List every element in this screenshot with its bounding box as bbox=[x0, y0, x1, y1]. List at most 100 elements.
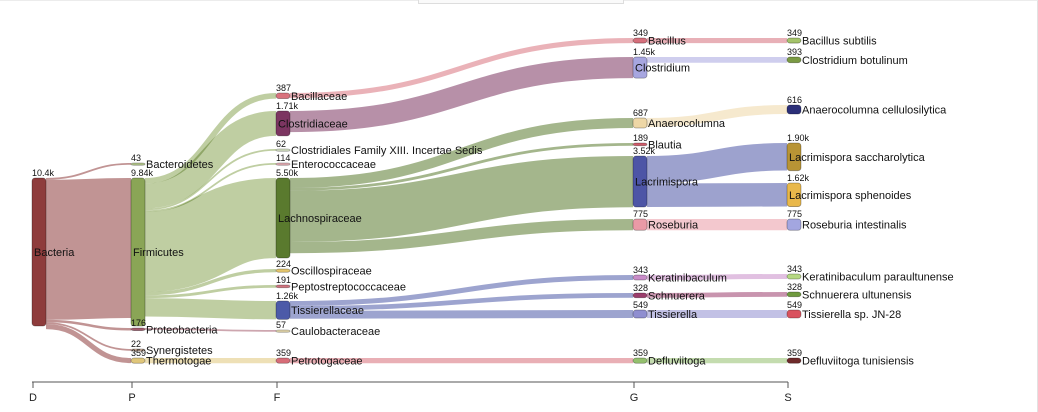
node-label-caulobacteraceae: Caulobacteraceae bbox=[291, 326, 380, 338]
link-bacteria-to-synergistetes[interactable] bbox=[45, 322, 132, 351]
node-value-clostridium-botulinum: 393 bbox=[787, 47, 802, 57]
link-clostridiaceae-to-clostridium[interactable] bbox=[289, 57, 634, 133]
node-label-blautia: Blautia bbox=[648, 139, 683, 151]
node-defluviitoga-tunisiensis[interactable] bbox=[786, 357, 802, 364]
link-firmicutes-to-enterococcaceae[interactable] bbox=[144, 163, 277, 213]
node-lacrimispora-saccharolytica[interactable] bbox=[786, 142, 802, 172]
node-petrotogaceae[interactable] bbox=[275, 357, 291, 364]
node-label-thermotogae: Thermotogae bbox=[146, 356, 211, 368]
node-lachnospiraceae[interactable] bbox=[275, 177, 291, 259]
link-proteobacteria-to-caulobacteraceae[interactable] bbox=[144, 328, 277, 332]
link-tissierellaceae-to-keratinibaculum[interactable] bbox=[289, 274, 634, 306]
link-schnuerera-to-schnuerera-ultunensis[interactable] bbox=[646, 292, 788, 298]
link-firmicutes-to-tissierellaceae[interactable] bbox=[144, 298, 277, 320]
node-enterococcaceae[interactable] bbox=[275, 162, 291, 166]
node-lacrimispora[interactable] bbox=[632, 155, 648, 208]
node-tissierellaceae[interactable] bbox=[275, 300, 291, 320]
node-label-lacrimispora: Lacrimispora bbox=[635, 177, 699, 189]
link-firmicutes-to-clostridialesxiii[interactable] bbox=[144, 149, 277, 211]
node-value-tissierella: 549 bbox=[633, 300, 648, 310]
node-tissierella[interactable] bbox=[632, 309, 648, 319]
node-label-clostridialesxiii: Clostridiales Family XIII. Incertae Sedi… bbox=[291, 145, 483, 157]
node-keratinibaculum[interactable] bbox=[632, 274, 648, 281]
link-lachnospiraceae-to-blautia[interactable] bbox=[289, 143, 634, 191]
link-firmicutes-to-oscillospiraceae[interactable] bbox=[144, 269, 277, 296]
node-value-lacrimispora: 3.52k bbox=[633, 146, 656, 156]
node-label-defluviitoga-tunisiensis: Defluviitoga tunisiensis bbox=[802, 356, 914, 368]
node-schnuerera-ultunensis[interactable] bbox=[786, 291, 802, 298]
link-lachnospiraceae-to-anaerocolumna[interactable] bbox=[289, 117, 634, 188]
link-firmicutes-to-peptostreptococcaceae[interactable] bbox=[144, 284, 277, 299]
link-firmicutes-to-clostridiaceae[interactable] bbox=[144, 111, 277, 209]
link-bacteria-to-proteobacteria[interactable] bbox=[45, 319, 132, 331]
node-clostridiaceae[interactable] bbox=[275, 110, 291, 137]
node-lacrimispora-sphenoides[interactable] bbox=[786, 182, 802, 207]
rank-label-p: P bbox=[128, 392, 135, 404]
rank-label-g: G bbox=[630, 392, 639, 404]
node-label-petrotogaceae: Petrotogaceae bbox=[291, 356, 363, 368]
node-bacillus[interactable] bbox=[632, 37, 648, 44]
node-label-bacteroidetes: Bacteroidetes bbox=[146, 159, 214, 171]
node-label-keratinibaculum-paraultunense: Keratinibaculum paraultunense bbox=[802, 271, 954, 283]
node-label-anaerocolumna: Anaerocolumna bbox=[648, 118, 726, 130]
node-bacteroidetes[interactable] bbox=[130, 162, 146, 166]
node-value-synergistetes: 22 bbox=[131, 339, 141, 349]
link-lacrimispora-to-lacrimispora-saccharolytica[interactable] bbox=[646, 142, 788, 184]
node-value-caulobacteraceae: 57 bbox=[276, 320, 286, 330]
node-value-schnuerera: 328 bbox=[633, 283, 648, 293]
node-schnuerera[interactable] bbox=[632, 292, 648, 299]
node-thermotogae[interactable] bbox=[130, 357, 146, 364]
node-value-thermotogae: 359 bbox=[131, 348, 146, 358]
node-roseburia[interactable] bbox=[632, 218, 648, 231]
node-anaerocolumna[interactable] bbox=[632, 117, 648, 129]
node-value-anaerocolumna: 687 bbox=[633, 108, 648, 118]
link-firmicutes-to-bacillaceae[interactable] bbox=[144, 93, 277, 184]
link-bacteria-to-bacteroidetes[interactable] bbox=[45, 163, 132, 180]
node-value-bacillus: 349 bbox=[633, 28, 648, 38]
node-caulobacteraceae[interactable] bbox=[275, 329, 291, 333]
node-value-enterococcaceae: 114 bbox=[276, 153, 290, 163]
node-label-bacillaceae: Bacillaceae bbox=[291, 91, 347, 103]
link-bacteria-to-thermotogae[interactable] bbox=[45, 324, 132, 364]
node-bacteria[interactable] bbox=[31, 177, 47, 327]
node-defluviitoga[interactable] bbox=[632, 357, 648, 364]
node-bacillaceae[interactable] bbox=[275, 92, 291, 100]
node-value-proteobacteria: 176 bbox=[131, 318, 146, 328]
node-bacillus-subtilis[interactable] bbox=[786, 37, 802, 44]
node-firmicutes[interactable] bbox=[130, 177, 146, 327]
panel-resize-handle[interactable] bbox=[418, 0, 624, 4]
node-label-firmicutes: Firmicutes bbox=[133, 247, 184, 259]
node-roseburia-intestinalis[interactable] bbox=[786, 218, 802, 231]
node-anaerocolumna-cellulosilytica[interactable] bbox=[786, 104, 802, 115]
node-label-enterococcaceae: Enterococcaceae bbox=[291, 159, 376, 171]
node-proteobacteria[interactable] bbox=[130, 327, 146, 331]
node-oscillospiraceae[interactable] bbox=[275, 268, 291, 273]
node-synergistetes[interactable] bbox=[130, 348, 146, 352]
link-bacillaceae-to-bacillus[interactable] bbox=[289, 37, 634, 99]
node-blautia[interactable] bbox=[632, 142, 648, 147]
node-clostridium-botulinum[interactable] bbox=[786, 56, 802, 64]
node-tissierella-sp-jn-28[interactable] bbox=[786, 309, 802, 319]
link-firmicutes-to-lachnospiraceae[interactable] bbox=[143, 178, 278, 293]
link-lachnospiraceae-to-lacrimispora[interactable] bbox=[289, 156, 634, 242]
node-label-tissierellaceae: Tissierellaceae bbox=[291, 305, 364, 317]
link-lacrimispora-to-lacrimispora-sphenoides[interactable] bbox=[646, 183, 788, 207]
link-keratinibaculum-to-keratinibaculum-paraultunense[interactable] bbox=[646, 273, 788, 280]
node-value-oscillospiraceae: 224 bbox=[276, 259, 291, 269]
node-peptostreptococcaceae[interactable] bbox=[275, 284, 291, 289]
node-clostridium[interactable] bbox=[632, 56, 648, 79]
node-label-oscillospiraceae: Oscillospiraceae bbox=[291, 266, 372, 278]
node-clostridialesxiii[interactable] bbox=[275, 148, 291, 152]
link-lachnospiraceae-to-roseburia[interactable] bbox=[289, 218, 634, 254]
rank-label-d: D bbox=[29, 392, 37, 404]
node-value-bacillus-subtilis: 349 bbox=[787, 28, 802, 38]
node-value-clostridialesxiii: 62 bbox=[276, 139, 286, 149]
link-tissierellaceae-to-tissierella[interactable] bbox=[289, 310, 634, 319]
link-bacteria-to-firmicutes[interactable] bbox=[45, 177, 132, 320]
node-keratinibaculum-paraultunense[interactable] bbox=[786, 273, 802, 280]
link-tissierellaceae-to-schnuerera[interactable] bbox=[289, 293, 634, 311]
link-anaerocolumna-to-anaerocolumna-cellulosilytica[interactable] bbox=[646, 104, 788, 127]
